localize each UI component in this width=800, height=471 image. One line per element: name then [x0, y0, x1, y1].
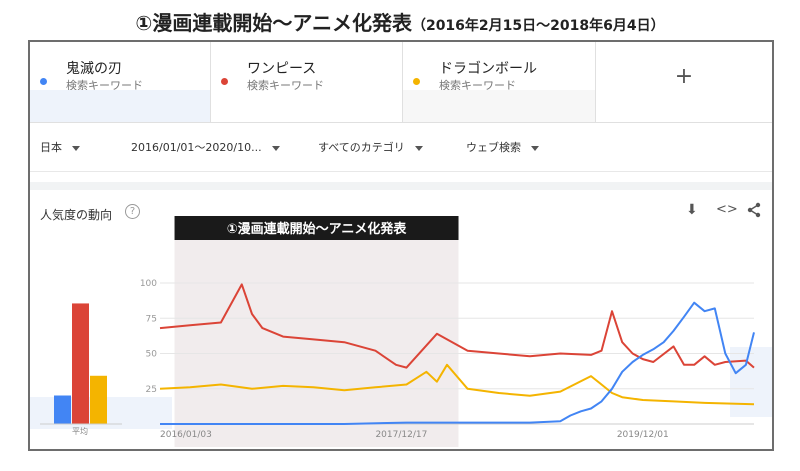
plus-icon: + — [674, 64, 694, 89]
help-icon[interactable]: ? — [125, 204, 140, 219]
highlight-label-bg — [174, 216, 459, 240]
term-bar: 鬼滅の刃 検索キーワード ワンピース 検索キーワード ドラゴンボール 検索キーワ… — [30, 42, 772, 123]
share-icon[interactable] — [746, 202, 762, 222]
y-tick-label: 50 — [146, 350, 158, 360]
y-tick-label: 25 — [146, 385, 157, 395]
highlight-period — [174, 240, 459, 447]
search-type-select[interactable]: ウェブ検索 — [466, 139, 539, 155]
average-bar-chart: 平均 — [30, 303, 122, 436]
series-line — [159, 363, 755, 406]
average-bar — [72, 303, 89, 424]
add-term-button[interactable]: + — [596, 42, 772, 122]
series-line — [160, 301, 755, 425]
highlight-label: ①漫画連載開始〜アニメ化発表 — [227, 221, 408, 237]
chevron-down-icon — [414, 145, 423, 151]
term-card-2[interactable]: ワンピース 検索キーワード — [211, 42, 403, 122]
download-icon[interactable]: ⬇ — [686, 202, 698, 218]
page-title-period: （2016年2月15日〜2018年6月4日） — [411, 18, 665, 34]
term-type: 検索キーワード — [247, 79, 324, 92]
category-select[interactable]: すべてのカテゴリ — [318, 139, 423, 155]
series-line — [159, 283, 755, 369]
y-tick-label: 75 — [146, 314, 157, 324]
chevron-down-icon — [531, 145, 539, 151]
average-label: 平均 — [72, 426, 88, 436]
term-name: ワンピース — [247, 61, 317, 77]
interest-line-chart: ①漫画連載開始〜アニメ化発表 100 75 50 25 2016/01/03 2017/12… — [122, 216, 772, 447]
term-name: 鬼滅の刃 — [66, 61, 122, 77]
period-select[interactable]: 2016/01/01〜2020/10... — [131, 139, 280, 155]
section-divider — [30, 182, 772, 190]
trends-panel: 鬼滅の刃 検索キーワード ワンピース 検索キーワード ドラゴンボール 検索キーワ… — [28, 40, 774, 451]
filter-bar: 日本 2016/01/01〜2020/10... すべてのカテゴリ ウェブ検索 — [30, 123, 772, 172]
region-select[interactable]: 日本 — [40, 139, 80, 155]
series-color-dot — [40, 78, 47, 85]
interest-over-time-title: 人気度の動向 — [40, 208, 113, 222]
average-bar — [90, 375, 107, 424]
trend-chart: 平均 ①漫画連載開始〜アニメ化発表 100 75 50 25 2016/01/03 2017… — [30, 216, 772, 447]
region-value: 日本 — [40, 141, 62, 154]
page-title-main: ①漫画連載開始〜アニメ化発表 — [135, 11, 412, 35]
period-value: 2016/01/01〜2020/10... — [131, 141, 262, 154]
term-card-1[interactable]: 鬼滅の刃 検索キーワード — [30, 42, 211, 122]
term-sparkline-bg — [30, 90, 210, 122]
page-title: ①漫画連載開始〜アニメ化発表（2016年2月15日〜2018年6月4日） — [0, 7, 800, 36]
term-type: 検索キーワード — [66, 79, 143, 92]
category-value: すべてのカテゴリ — [318, 141, 405, 154]
term-sparkline-bg — [403, 90, 595, 122]
y-tick-label: 100 — [140, 279, 157, 289]
term-card-3[interactable]: ドラゴンボール 検索キーワード — [403, 42, 596, 122]
term-type: 検索キーワード — [439, 79, 516, 92]
x-tick-label: 2017/12/17 — [375, 430, 427, 440]
chevron-down-icon — [271, 145, 280, 151]
plot-side-band — [730, 347, 772, 417]
x-tick-label: 2019/12/01 — [617, 430, 669, 440]
x-tick-label: 2016/01/03 — [160, 430, 212, 440]
term-name: ドラゴンボール — [439, 61, 537, 77]
series-color-dot — [413, 78, 420, 85]
chevron-down-icon — [72, 145, 80, 151]
search-type-value: ウェブ検索 — [466, 141, 521, 154]
series-color-dot — [221, 78, 228, 85]
embed-icon[interactable]: <> — [716, 202, 738, 217]
average-bar — [54, 395, 71, 424]
